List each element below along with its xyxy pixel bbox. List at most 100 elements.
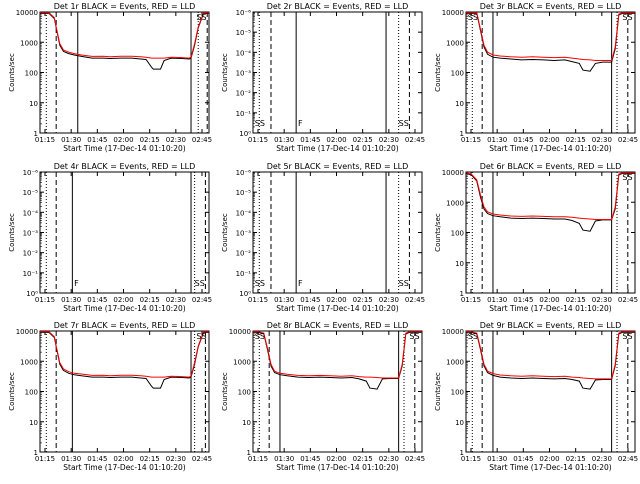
x-tick-label: 01:15 bbox=[248, 296, 268, 304]
annotation-label: SS bbox=[255, 119, 265, 128]
y-axis-label: Counts/sec bbox=[8, 372, 16, 411]
x-axis-label: Start Time (17-Dec-14 01:10:20) bbox=[276, 144, 398, 153]
x-tick-label: 02:15 bbox=[353, 296, 373, 304]
x-tick-label: 01:45 bbox=[300, 455, 320, 463]
y-tick-label: 10 bbox=[242, 419, 251, 427]
y-tick-label: 1000 bbox=[446, 358, 464, 366]
plot-frame bbox=[465, 171, 636, 294]
panel-title: Det 9r BLACK = Events, RED = LLD bbox=[480, 321, 622, 330]
panel-title: Det 2r BLACK = Events, RED = LLD bbox=[267, 2, 409, 11]
x-tick-label: 01:45 bbox=[300, 136, 320, 144]
annotation-label: SS bbox=[399, 119, 409, 128]
panel-det-1: Det 1r BLACK = Events, RED = LLD 1 10 100 10… bbox=[8, 2, 212, 153]
x-tick-label: 01:15 bbox=[35, 455, 55, 463]
annotation-label: SS bbox=[622, 173, 632, 182]
series-line-red bbox=[40, 331, 209, 378]
y-tick-label: 10⁻⁵ bbox=[236, 29, 252, 37]
panel-title: Det 7r BLACK = Events, RED = LLD bbox=[54, 321, 196, 330]
y-tick-label: 10⁻³ bbox=[23, 230, 39, 238]
y-tick-label: 10000 bbox=[16, 328, 38, 336]
panel-det-5: Det 5r BLACK = Events, RED = LLD 10⁰ 10⁻¹ 1… bbox=[221, 162, 425, 313]
series-line-red bbox=[466, 12, 635, 61]
panel-title: Det 3r BLACK = Events, RED = LLD bbox=[480, 2, 622, 11]
y-axis-label: Counts/sec bbox=[8, 53, 16, 92]
annotation-label: SS bbox=[409, 332, 419, 341]
x-axis-label: Start Time (17-Dec-14 01:10:20) bbox=[489, 144, 611, 153]
x-tick-label: 02:45 bbox=[192, 136, 212, 144]
x-tick-label: 02:45 bbox=[618, 296, 638, 304]
panel-det-3: Det 3r BLACK = Events, RED = LLD 1 10 100 10… bbox=[434, 2, 638, 153]
x-tick-label: 02:00 bbox=[113, 455, 133, 463]
x-tick-label: 01:30 bbox=[487, 455, 507, 463]
annotation-label: F bbox=[298, 279, 303, 288]
y-tick-label: 100 bbox=[451, 389, 464, 397]
y-tick-label: 10 bbox=[29, 419, 38, 427]
annotation-label: F bbox=[298, 119, 303, 128]
x-tick-label: 02:30 bbox=[592, 455, 612, 463]
y-tick-label: 1 bbox=[460, 290, 464, 298]
annotation-label: SS bbox=[255, 279, 265, 288]
x-tick-label: 01:15 bbox=[461, 136, 481, 144]
y-tick-label: 10⁻⁶ bbox=[236, 169, 252, 177]
x-tick-label: 01:15 bbox=[248, 136, 268, 144]
panel-title: Det 5r BLACK = Events, RED = LLD bbox=[267, 162, 409, 171]
panel-det-7: Det 7r BLACK = Events, RED = LLD 1 10 100 10… bbox=[8, 321, 212, 472]
x-tick-label: 02:15 bbox=[140, 136, 160, 144]
series-line-red bbox=[465, 172, 635, 220]
y-tick-label: 10⁻⁴ bbox=[236, 49, 252, 57]
series-line-red bbox=[253, 331, 422, 379]
y-tick-label: 10⁻⁶ bbox=[236, 9, 252, 17]
y-tick-label: 10⁻³ bbox=[236, 230, 252, 238]
y-tick-label: 1 bbox=[460, 130, 464, 138]
y-tick-label: 10⁰ bbox=[239, 130, 251, 138]
y-axis-label: Counts/sec bbox=[221, 372, 229, 411]
y-tick-label: 10 bbox=[455, 100, 464, 108]
y-tick-label: 10⁻¹ bbox=[23, 270, 39, 278]
y-tick-label: 10⁻² bbox=[236, 90, 252, 98]
x-tick-label: 01:30 bbox=[61, 136, 81, 144]
series-line-black bbox=[253, 331, 422, 390]
y-axis-label: Counts/sec bbox=[434, 53, 442, 92]
x-tick-label: 02:00 bbox=[326, 455, 346, 463]
x-axis-label: Start Time (17-Dec-14 01:10:20) bbox=[63, 144, 185, 153]
x-tick-label: 02:30 bbox=[166, 455, 186, 463]
x-tick-label: 01:30 bbox=[487, 136, 507, 144]
panel-det-8: Det 8r BLACK = Events, RED = LLD 1 10 100 10… bbox=[221, 321, 425, 472]
x-tick-label: 01:45 bbox=[87, 136, 107, 144]
x-tick-label: 02:15 bbox=[140, 296, 160, 304]
y-tick-label: 1 bbox=[247, 449, 251, 457]
y-axis-label: Counts/sec bbox=[434, 213, 442, 252]
x-tick-label: 02:30 bbox=[379, 136, 399, 144]
x-tick-label: 01:45 bbox=[513, 136, 533, 144]
annotation-label: SS bbox=[196, 332, 206, 341]
y-axis-label: Counts/sec bbox=[434, 372, 442, 411]
x-tick-label: 02:00 bbox=[539, 136, 559, 144]
x-tick-label: 01:45 bbox=[87, 296, 107, 304]
x-tick-label: 01:15 bbox=[461, 296, 481, 304]
annotation-label: SS bbox=[196, 13, 206, 22]
plot-frame bbox=[252, 11, 423, 134]
x-axis-label: Start Time (17-Dec-14 01:10:20) bbox=[489, 463, 611, 472]
annotation-label: SS bbox=[399, 279, 409, 288]
y-tick-label: 1000 bbox=[446, 199, 464, 207]
x-tick-label: 02:00 bbox=[113, 296, 133, 304]
y-tick-label: 10⁻³ bbox=[236, 70, 252, 78]
annotation-label: SS bbox=[255, 332, 265, 341]
x-tick-label: 02:45 bbox=[405, 296, 425, 304]
y-tick-label: 10⁻² bbox=[23, 250, 39, 258]
x-tick-label: 02:15 bbox=[140, 455, 160, 463]
x-tick-label: 02:00 bbox=[326, 136, 346, 144]
x-tick-label: 02:45 bbox=[405, 136, 425, 144]
y-tick-label: 10⁻¹ bbox=[236, 270, 252, 278]
y-tick-label: 1 bbox=[34, 130, 38, 138]
x-tick-label: 02:30 bbox=[166, 296, 186, 304]
x-tick-label: 02:30 bbox=[379, 296, 399, 304]
panel-title: Det 4r BLACK = Events, RED = LLD bbox=[54, 162, 196, 171]
x-tick-label: 01:15 bbox=[461, 455, 481, 463]
y-tick-label: 10⁰ bbox=[26, 290, 38, 298]
y-tick-label: 10000 bbox=[16, 9, 38, 17]
panel-det-2: Det 2r BLACK = Events, RED = LLD 10⁰ 10⁻¹ 1… bbox=[221, 2, 425, 153]
x-tick-label: 02:30 bbox=[592, 296, 612, 304]
x-tick-label: 02:00 bbox=[539, 296, 559, 304]
